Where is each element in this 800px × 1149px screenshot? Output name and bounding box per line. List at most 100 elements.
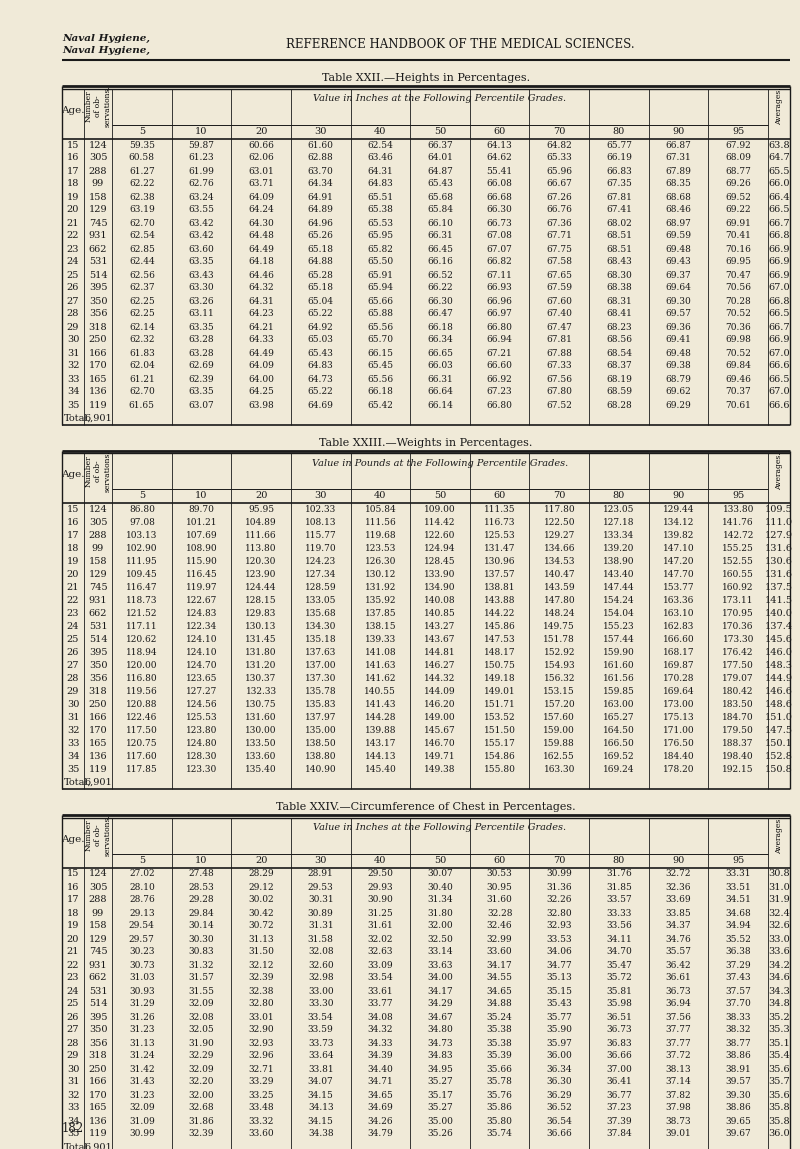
Text: 36.51: 36.51 [606, 1012, 632, 1021]
Text: 143.17: 143.17 [365, 739, 396, 748]
Text: 147.10: 147.10 [662, 543, 694, 553]
Text: 134.12: 134.12 [663, 518, 694, 527]
Text: 124.94: 124.94 [424, 543, 456, 553]
Text: 66.18: 66.18 [367, 387, 394, 396]
Text: 662: 662 [89, 973, 107, 982]
Text: 35: 35 [67, 765, 79, 774]
Text: 28.53: 28.53 [189, 882, 214, 892]
Text: 288: 288 [89, 531, 107, 540]
Text: 36.00: 36.00 [546, 1051, 572, 1061]
Text: 66.65: 66.65 [427, 348, 453, 357]
Text: 68.31: 68.31 [606, 296, 632, 306]
Text: 64.34: 64.34 [308, 179, 334, 188]
Text: 30: 30 [314, 128, 327, 136]
Text: 169.64: 169.64 [662, 687, 694, 696]
Text: 250: 250 [89, 336, 107, 345]
Text: 30: 30 [314, 492, 327, 501]
Text: 149.00: 149.00 [424, 714, 456, 722]
Text: 177.50: 177.50 [722, 661, 754, 670]
Text: 138.80: 138.80 [305, 751, 337, 761]
Text: 69.98: 69.98 [726, 336, 751, 345]
Text: 59.87: 59.87 [189, 140, 214, 149]
Text: 143.88: 143.88 [484, 596, 515, 606]
Text: 6,901: 6,901 [84, 414, 112, 423]
Text: 109.5: 109.5 [765, 506, 793, 514]
Text: 62.54: 62.54 [367, 140, 394, 149]
Text: 37.43: 37.43 [726, 973, 751, 982]
Text: 18: 18 [67, 909, 79, 918]
Text: 120.88: 120.88 [126, 700, 158, 709]
Text: Age.: Age. [62, 106, 85, 115]
Text: 30.30: 30.30 [189, 934, 214, 943]
Text: 50: 50 [434, 492, 446, 501]
Text: 175.13: 175.13 [662, 714, 694, 722]
Text: 64.88: 64.88 [308, 257, 334, 267]
Text: 34.83: 34.83 [427, 1051, 453, 1061]
Text: 29.53: 29.53 [308, 882, 334, 892]
Text: 30.73: 30.73 [129, 961, 154, 970]
Text: 33.6: 33.6 [768, 948, 790, 956]
Text: 250: 250 [89, 1064, 107, 1073]
Text: 25: 25 [67, 1000, 79, 1009]
Text: 66.64: 66.64 [427, 387, 453, 396]
Text: Naval Hygiene,: Naval Hygiene, [62, 46, 150, 54]
Text: 21: 21 [66, 218, 79, 228]
Text: 32.20: 32.20 [189, 1078, 214, 1087]
Text: 66.8: 66.8 [768, 296, 790, 306]
Text: 28.10: 28.10 [129, 882, 154, 892]
Text: 37.82: 37.82 [666, 1090, 691, 1100]
Text: 34.17: 34.17 [486, 961, 513, 970]
Text: 65.04: 65.04 [308, 296, 334, 306]
Text: 23: 23 [66, 973, 79, 982]
Text: 111.56: 111.56 [365, 518, 396, 527]
Text: 37.98: 37.98 [666, 1103, 691, 1112]
Text: 64.83: 64.83 [367, 179, 394, 188]
Text: 149.01: 149.01 [484, 687, 515, 696]
Text: 66.15: 66.15 [367, 348, 394, 357]
Text: 34.67: 34.67 [427, 1012, 453, 1021]
Text: 70.37: 70.37 [726, 387, 751, 396]
Text: 66.34: 66.34 [427, 336, 453, 345]
Text: 67.80: 67.80 [546, 387, 572, 396]
Text: 31.23: 31.23 [129, 1026, 154, 1034]
Text: 140.85: 140.85 [424, 609, 456, 618]
Text: 63.60: 63.60 [189, 245, 214, 254]
Text: 66.80: 66.80 [486, 401, 513, 409]
Text: 145.86: 145.86 [484, 622, 515, 631]
Text: 153.52: 153.52 [484, 714, 515, 722]
Text: 124.23: 124.23 [305, 557, 336, 566]
Text: 65.18: 65.18 [308, 245, 334, 254]
Text: 123.30: 123.30 [186, 765, 217, 774]
Text: 139.20: 139.20 [603, 543, 634, 553]
Text: 40: 40 [374, 128, 386, 136]
Text: 69.38: 69.38 [666, 362, 691, 370]
Text: 66.7: 66.7 [768, 218, 790, 228]
Text: 34: 34 [66, 751, 79, 761]
Text: 34.2: 34.2 [768, 961, 790, 970]
Text: 127.9: 127.9 [765, 531, 793, 540]
Text: 69.26: 69.26 [726, 179, 751, 188]
Text: 17: 17 [66, 531, 79, 540]
Text: 179.50: 179.50 [722, 726, 754, 735]
Text: 33: 33 [66, 739, 79, 748]
Text: 34.76: 34.76 [666, 934, 691, 943]
Text: 50: 50 [434, 856, 446, 865]
Text: 122.67: 122.67 [186, 596, 217, 606]
Text: 63.42: 63.42 [189, 231, 214, 240]
Text: 63.19: 63.19 [129, 206, 154, 215]
Text: 129.83: 129.83 [246, 609, 277, 618]
Text: 147.44: 147.44 [603, 583, 634, 592]
Text: 34.79: 34.79 [367, 1129, 394, 1139]
Text: 32.05: 32.05 [189, 1026, 214, 1034]
Text: 101.21: 101.21 [186, 518, 218, 527]
Text: 30.90: 30.90 [367, 895, 394, 904]
Text: 64.31: 64.31 [248, 296, 274, 306]
Text: 133.34: 133.34 [603, 531, 634, 540]
Text: 66.9: 66.9 [768, 270, 790, 279]
Text: 10: 10 [195, 128, 208, 136]
Text: 17: 17 [66, 895, 79, 904]
Text: 151.71: 151.71 [484, 700, 515, 709]
Text: 146.0: 146.0 [765, 648, 793, 657]
Text: 170: 170 [89, 1090, 107, 1100]
Text: 38.73: 38.73 [666, 1117, 691, 1126]
